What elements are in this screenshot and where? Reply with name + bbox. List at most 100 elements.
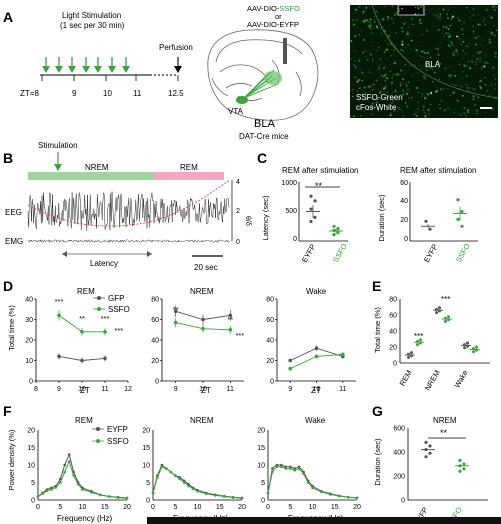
- y-tick-label: 10: [25, 358, 33, 365]
- micrograph-speck: [482, 39, 484, 41]
- micrograph-speck: [425, 9, 427, 11]
- micrograph-speck: [465, 65, 468, 67]
- micrograph-speck: [483, 45, 484, 47]
- micrograph-speck: [457, 85, 459, 86]
- micrograph-speck: [405, 34, 407, 36]
- micrograph-speck: [437, 60, 440, 62]
- data-point: [160, 463, 164, 467]
- data-point: [472, 350, 475, 354]
- micrograph-speck: [363, 46, 365, 48]
- panel-label-e: E: [372, 278, 381, 294]
- micrograph-speck: [426, 113, 428, 115]
- micrograph-speck: [496, 7, 498, 9]
- c-right-ytick-0: 0: [404, 236, 408, 243]
- y-tick-label: 20: [27, 428, 35, 435]
- micrograph-speck: [494, 78, 497, 81]
- y-tick-label: 10: [142, 463, 150, 470]
- data-point: [341, 352, 345, 357]
- y-tick-label: 60: [266, 317, 274, 324]
- micrograph-speck: [430, 91, 433, 95]
- micrograph-speck: [358, 59, 361, 62]
- stim-arrow-icon: [108, 66, 116, 73]
- micrograph-speck: [365, 113, 368, 115]
- micrograph-speck: [352, 115, 355, 118]
- panel-label-b: B: [3, 150, 13, 166]
- micrograph-speck: [363, 56, 365, 58]
- c-left-xcat-ssfo: SSFO: [331, 242, 349, 264]
- micrograph-speck: [484, 23, 487, 26]
- nrem-bar-label: NREM: [85, 163, 109, 172]
- micrograph-speck: [414, 13, 417, 16]
- micrograph-speck: [408, 27, 410, 28]
- d-wake-plot: 80 60 40 20 0 9 10 11: [266, 297, 356, 393]
- micrograph-speck: [454, 84, 457, 87]
- panel-label-d: D: [3, 278, 13, 294]
- data-point: [332, 232, 336, 237]
- micrograph-speck: [463, 86, 464, 88]
- micrograph-speck: [379, 58, 382, 60]
- data-point: [201, 317, 205, 322]
- nrem-bar: [28, 172, 153, 180]
- micrograph-speck: [438, 8, 440, 10]
- micrograph-speck: [462, 40, 465, 43]
- micrograph-speck: [472, 55, 475, 57]
- micrograph-speck: [429, 66, 432, 69]
- y-tick-label: 80: [151, 297, 159, 304]
- x-tick-label: Wake: [452, 369, 469, 390]
- micrograph-speck: [485, 8, 489, 11]
- data-point: [332, 224, 336, 228]
- e-ylabel: Total time (%): [373, 307, 382, 353]
- micrograph-speck: [372, 88, 374, 91]
- micrograph-speck: [425, 67, 428, 70]
- micrograph-speck: [428, 113, 430, 115]
- data-point: [419, 338, 422, 342]
- vta-region: [236, 96, 248, 104]
- x-tick-label: 10: [199, 386, 207, 393]
- micrograph-speck: [423, 105, 425, 108]
- g-title: NREM: [433, 416, 457, 425]
- micrograph-speck: [462, 71, 464, 73]
- micrograph-speck: [363, 10, 366, 13]
- data-point: [90, 491, 93, 494]
- data-point: [293, 469, 297, 472]
- micrograph-speck: [472, 8, 475, 11]
- ratio-axis-label: θ/δ: [244, 216, 251, 226]
- micrograph-speck: [393, 19, 395, 21]
- micrograph-speck: [415, 111, 417, 113]
- micrograph-speck: [402, 49, 405, 52]
- micrograph-speck: [405, 92, 409, 95]
- c-right-xcat-eyfp: EYFP: [422, 243, 440, 264]
- data-point: [288, 358, 293, 363]
- virus-label-eyfp: AAV-DIO-EYFP: [247, 20, 299, 29]
- timeline-tick-10: 10: [103, 89, 112, 98]
- data-point: [80, 358, 84, 363]
- spectrum-line: [37, 452, 128, 499]
- micrograph-speck: [369, 18, 372, 21]
- micrograph-speck: [360, 29, 363, 32]
- micrograph-speck: [394, 90, 397, 93]
- micrograph-speck: [461, 77, 463, 80]
- spectrum-line: [267, 466, 358, 499]
- micrograph-speck: [477, 52, 480, 55]
- micrograph-speck: [427, 108, 430, 111]
- data-point: [45, 489, 49, 493]
- micrograph-speck: [376, 98, 379, 101]
- y-tick-label: 600: [393, 426, 405, 433]
- micrograph-speck: [493, 34, 496, 37]
- micrograph-speck: [454, 74, 457, 77]
- micrograph-speck: [387, 15, 390, 19]
- data-point: [72, 474, 75, 477]
- micrograph-speck: [472, 14, 474, 16]
- micrograph-speck: [439, 18, 441, 20]
- micrograph-speck: [367, 59, 369, 62]
- data-point: [59, 477, 62, 481]
- micrograph-speck: [390, 43, 393, 46]
- micrograph-speck: [477, 23, 480, 26]
- micrograph-speck: [405, 92, 409, 96]
- micrograph-speck: [383, 67, 385, 70]
- micrograph-speck: [357, 79, 360, 82]
- micrograph-speck: [392, 92, 393, 94]
- micrograph-speck: [477, 35, 479, 38]
- micrograph-speck: [448, 44, 451, 48]
- micrograph-speck: [399, 82, 402, 85]
